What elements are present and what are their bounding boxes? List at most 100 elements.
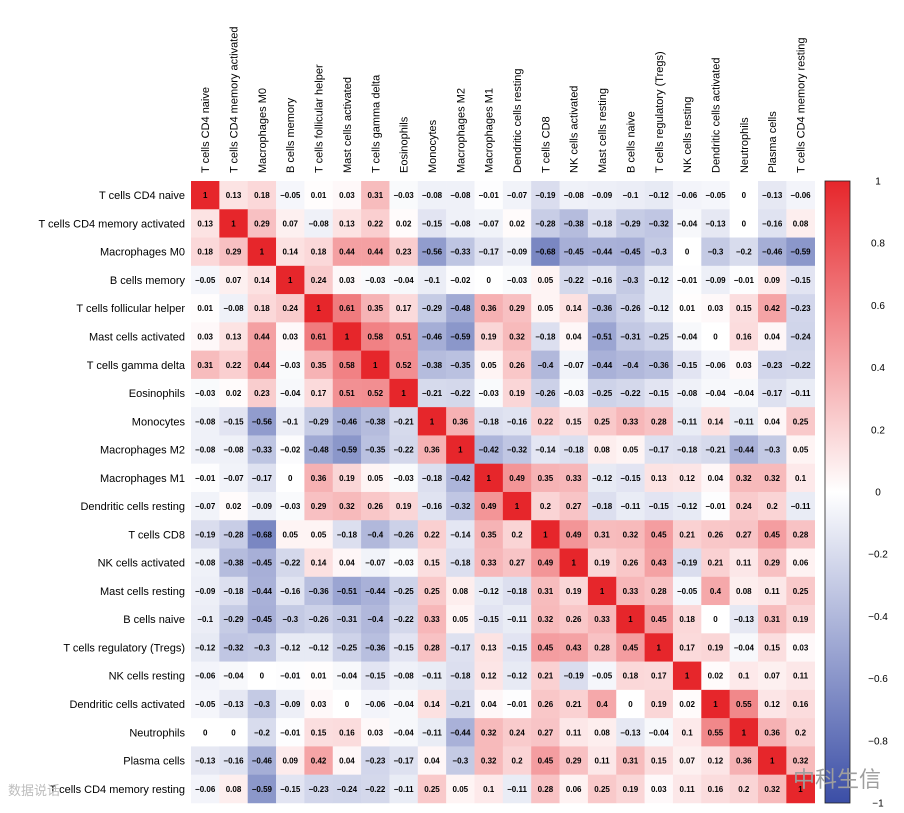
heatmap-cell <box>758 774 787 804</box>
heatmap-cell <box>474 491 504 521</box>
cell-value-label: 1 <box>798 785 803 794</box>
heatmap-cell <box>701 463 730 493</box>
cell-value-label: −0.42 <box>479 446 500 455</box>
heatmap-cell <box>531 633 560 662</box>
heatmap-cell <box>531 576 560 606</box>
heatmap-cell <box>361 378 390 408</box>
cell-value-label: −0.31 <box>337 615 358 624</box>
heatmap-cell <box>389 520 419 549</box>
heatmap-cell <box>276 265 305 295</box>
heatmap-cell <box>729 689 759 719</box>
cell-value-label: 1 <box>203 191 208 200</box>
heatmap-cell <box>502 237 532 267</box>
heatmap-cell <box>304 520 334 549</box>
cell-value-label: 0.36 <box>424 446 440 455</box>
heatmap-cell <box>559 661 589 691</box>
cell-value-label: −0.16 <box>223 757 244 766</box>
cell-value-label: −0.08 <box>223 446 244 455</box>
heatmap-cell <box>559 576 589 606</box>
heatmap-cell <box>247 689 277 719</box>
cell-value-label: −0.07 <box>507 191 528 200</box>
cell-value-label: 1 <box>345 332 350 341</box>
heatmap-cell <box>616 718 645 747</box>
cell-value-label: 0.4 <box>597 700 609 709</box>
heatmap-cell <box>644 265 674 295</box>
heatmap-cell <box>276 576 305 606</box>
heatmap-cell <box>304 746 334 775</box>
cell-value-label: 0.21 <box>538 672 554 681</box>
row-labels: T cells CD4 naive T cells CD4 memory acti… <box>38 190 185 796</box>
cell-value-label: −0.22 <box>394 446 415 455</box>
heatmap-cell <box>531 689 560 719</box>
cell-value-label: −0.05 <box>195 700 216 709</box>
heatmap-cell <box>304 576 334 606</box>
cell-value-label: 0.1 <box>738 672 750 681</box>
cell-value-label: 0.16 <box>339 728 355 737</box>
heatmap-cell <box>446 661 475 691</box>
cell-value-label: 0.19 <box>594 559 610 568</box>
cell-value-label: 0.12 <box>481 672 497 681</box>
heatmap-cell <box>191 265 220 295</box>
cell-value-label: −0.01 <box>280 672 301 681</box>
cell-value-label: 0.11 <box>736 559 752 568</box>
cell-value-label: 0.35 <box>538 474 554 483</box>
heatmap-cell <box>502 576 532 606</box>
heatmap-cell <box>474 435 504 464</box>
cell-value-label: 0.32 <box>538 615 554 624</box>
cell-value-label: −0.13 <box>195 757 216 766</box>
row-label: T cells CD4 memory resting <box>50 784 186 796</box>
heatmap-cell <box>616 576 645 606</box>
cell-value-label: 0.13 <box>197 219 213 228</box>
cell-value-label: 0.12 <box>708 757 724 766</box>
heatmap-cell <box>531 463 560 493</box>
heatmap-cell <box>304 237 334 267</box>
heatmap-cell <box>616 520 645 549</box>
heatmap-cell <box>247 746 277 775</box>
cell-value-label: −0.06 <box>195 672 216 681</box>
heatmap-cell <box>786 689 815 719</box>
cell-value-label: −0.09 <box>705 276 726 285</box>
cell-value-label: 0.08 <box>453 587 469 596</box>
heatmap-cell <box>417 378 447 408</box>
cell-value-label: −0.26 <box>308 615 329 624</box>
heatmap-cell <box>247 605 277 634</box>
heatmap-cell <box>219 548 248 578</box>
heatmap-cell <box>446 548 475 578</box>
heatmap-cell <box>786 661 815 691</box>
cell-value-label: 0.07 <box>226 276 242 285</box>
cell-value-label: −0.18 <box>592 219 613 228</box>
cell-value-label: 1 <box>231 219 236 228</box>
cell-value-label: −0.46 <box>422 332 443 341</box>
row-label: Monocytes <box>132 416 186 428</box>
heatmap-cell <box>644 322 674 351</box>
heatmap-cell <box>389 265 419 295</box>
cell-value-label: 0.55 <box>708 728 724 737</box>
heatmap-cell <box>191 576 220 606</box>
heatmap-cell <box>644 661 674 691</box>
heatmap-cell <box>332 265 362 295</box>
cell-value-label: 0.16 <box>793 700 809 709</box>
column-label: T cells CD4 naive <box>200 87 212 173</box>
heatmap-cell <box>191 746 220 775</box>
cell-value-label: −0.45 <box>620 248 641 257</box>
heatmap-cell <box>417 265 447 295</box>
cell-value-label: 0.01 <box>311 191 327 200</box>
colorbar-tick-label: 0.2 <box>871 425 885 436</box>
cell-value-label: 0.05 <box>311 530 327 539</box>
cell-value-label: −0.03 <box>195 389 216 398</box>
heatmap-cell <box>531 605 560 634</box>
heatmap-cell <box>786 265 815 295</box>
cell-value-label: 0.32 <box>764 785 780 794</box>
colorbar-tick-label: −0.4 <box>868 612 888 623</box>
cell-value-label: 0.21 <box>679 530 695 539</box>
heatmap-cell <box>417 718 447 747</box>
heatmap-cell <box>191 633 220 662</box>
cell-value-label: −0.15 <box>365 672 386 681</box>
cell-value-label: 0.06 <box>566 785 582 794</box>
cell-value-label: 0.14 <box>311 559 327 568</box>
heatmap-cell <box>672 237 702 267</box>
cell-value-label: 0.02 <box>509 219 525 228</box>
cell-value-label: 0.2 <box>540 502 552 511</box>
heatmap-cell <box>219 294 248 323</box>
